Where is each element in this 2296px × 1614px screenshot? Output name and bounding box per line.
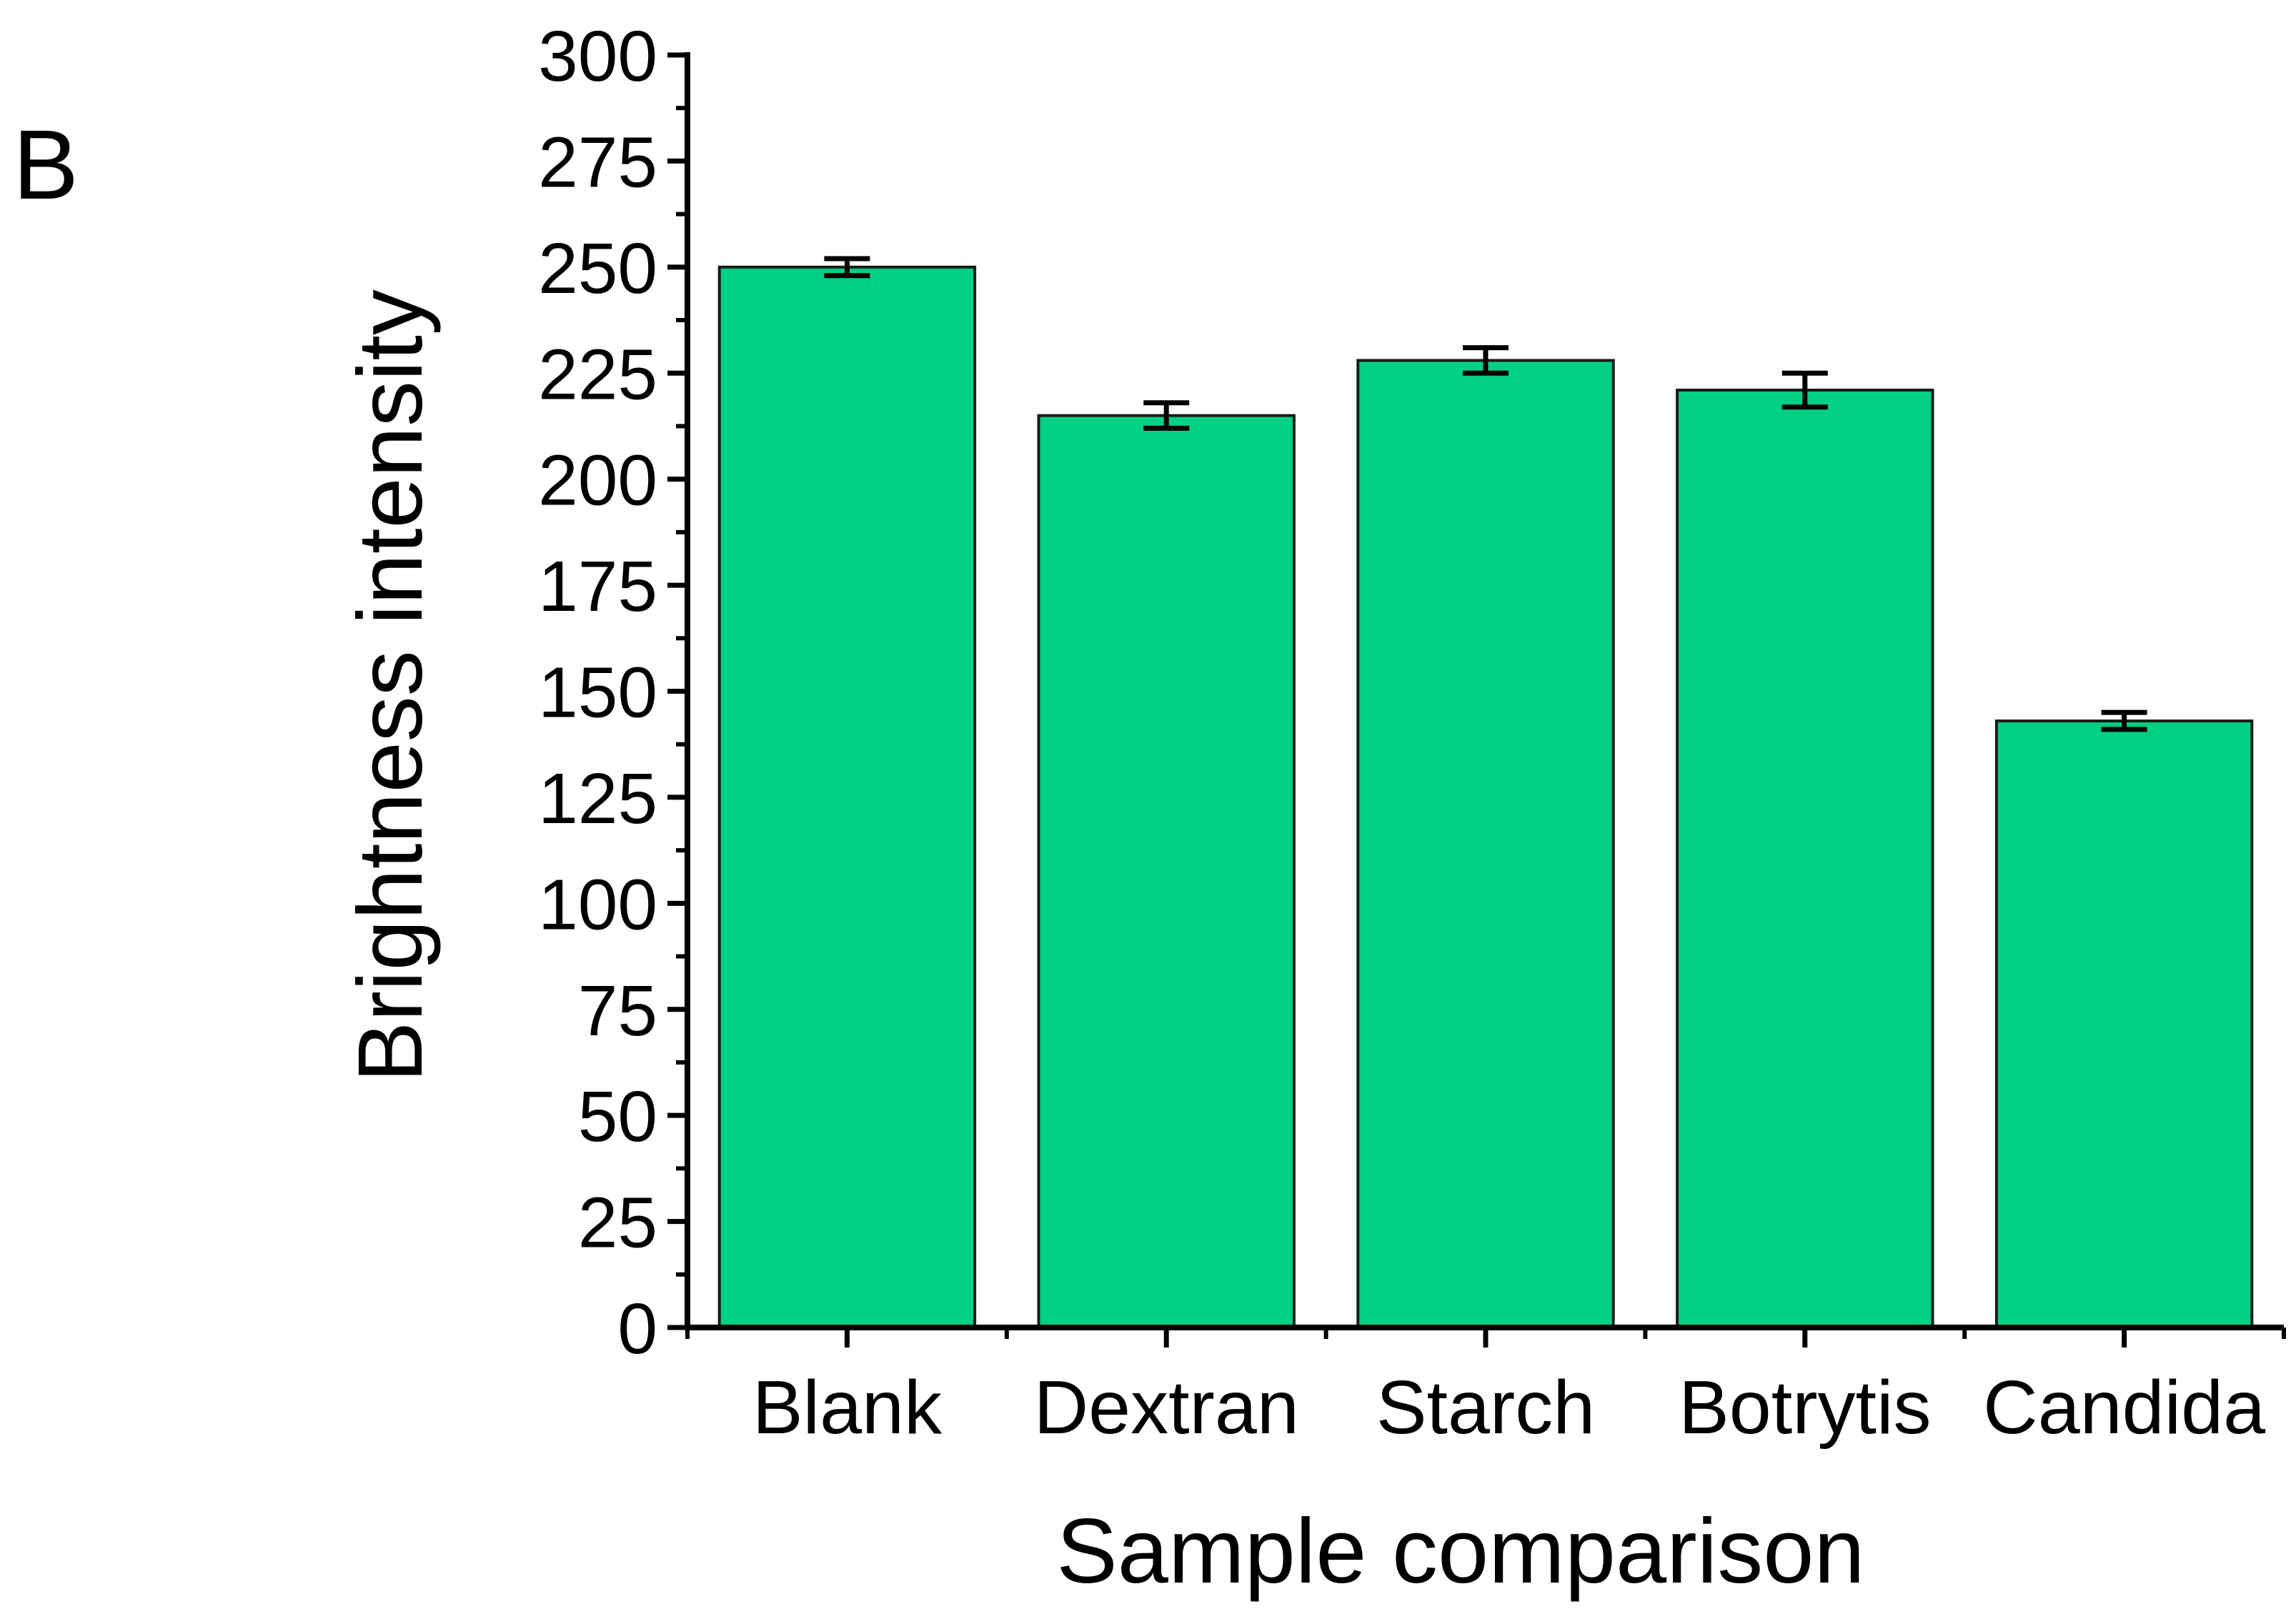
error-bar-candida	[2101, 709, 2147, 732]
bars-group	[717, 265, 2254, 1330]
error-bar-blank	[824, 256, 870, 279]
error-bar-botrytis	[1781, 370, 1828, 410]
y-tick-label: 100	[538, 865, 657, 945]
bar-dextran	[1037, 414, 1296, 1329]
y-tick-label: 75	[578, 971, 657, 1051]
y-tick-label: 0	[617, 1289, 657, 1369]
tick-labels-group: 0 25 50 75 100 125 150 175 200 225 250 275 300 Blank D…	[538, 16, 2265, 1450]
x-tick-label-botrytis: Botrytis	[1679, 1365, 1931, 1450]
error-bar-starch	[1463, 345, 1509, 376]
error-bar-dextran	[1143, 400, 1190, 431]
x-tick-label-starch: Starch	[1376, 1365, 1595, 1450]
bar-blank	[717, 265, 977, 1329]
bar-starch	[1356, 359, 1615, 1330]
y-tick-label: 125	[538, 759, 657, 839]
y-tick-label: 50	[578, 1077, 657, 1157]
x-tick-label-dextran: Dextran	[1034, 1365, 1299, 1450]
bar-botrytis	[1676, 388, 1934, 1329]
y-tick-label: 25	[578, 1183, 657, 1263]
x-tick-label-blank: Blank	[752, 1365, 943, 1450]
x-axis-title: Sample comparison	[1056, 1500, 1864, 1603]
y-tick-label: 225	[538, 334, 657, 414]
y-tick-label: 275	[538, 122, 657, 202]
y-axis-title: Brightness intensity	[339, 289, 442, 1082]
y-tick-label: 175	[538, 547, 657, 627]
axes-group	[667, 52, 2286, 1348]
panel-label: B	[13, 110, 79, 220]
y-tick-label: 200	[538, 441, 657, 521]
error-bars-group	[824, 256, 2147, 732]
y-tick-label: 250	[538, 229, 657, 309]
y-tick-label: 150	[538, 653, 657, 733]
bar-candida	[1994, 719, 2254, 1329]
x-tick-label-candida: Candida	[1983, 1365, 2265, 1450]
y-tick-label: 300	[538, 16, 657, 96]
